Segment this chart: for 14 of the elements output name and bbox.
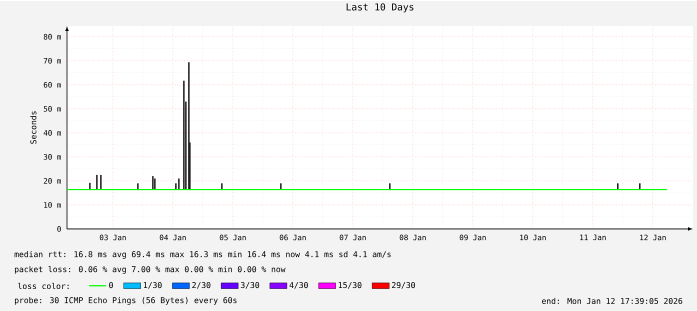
legend-title: loss color: bbox=[18, 282, 69, 290]
text: end: Mon Jan 12 17:39:05 2026 bbox=[542, 298, 682, 304]
legend-label: 1/30 bbox=[144, 282, 162, 289]
legend-label: 4/30 bbox=[290, 282, 308, 289]
legend-label: 3/30 bbox=[240, 282, 260, 289]
text: probe: 30 ICMP Echo Pings (56 Bytes) every 60s bbox=[14, 297, 237, 305]
legend-label: 15/30 bbox=[338, 282, 362, 289]
text: packet loss: 0.06 % avg 7.00 % max 0.00 % min 0.00 % now bbox=[14, 266, 286, 274]
legend-label: 2/30 bbox=[192, 282, 210, 289]
legend-label: 0 bbox=[109, 282, 113, 288]
legend-label: 29/30 bbox=[392, 282, 415, 289]
text: median rtt: 16.8 ms avg 69.4 ms max 16.3 ms min 16.4 ms now 4.1 ms sd 4.1 am/s bbox=[14, 251, 391, 259]
chart-title: Last 10 Days bbox=[346, 3, 414, 12]
y-axis-title: Seconds bbox=[30, 111, 36, 144]
